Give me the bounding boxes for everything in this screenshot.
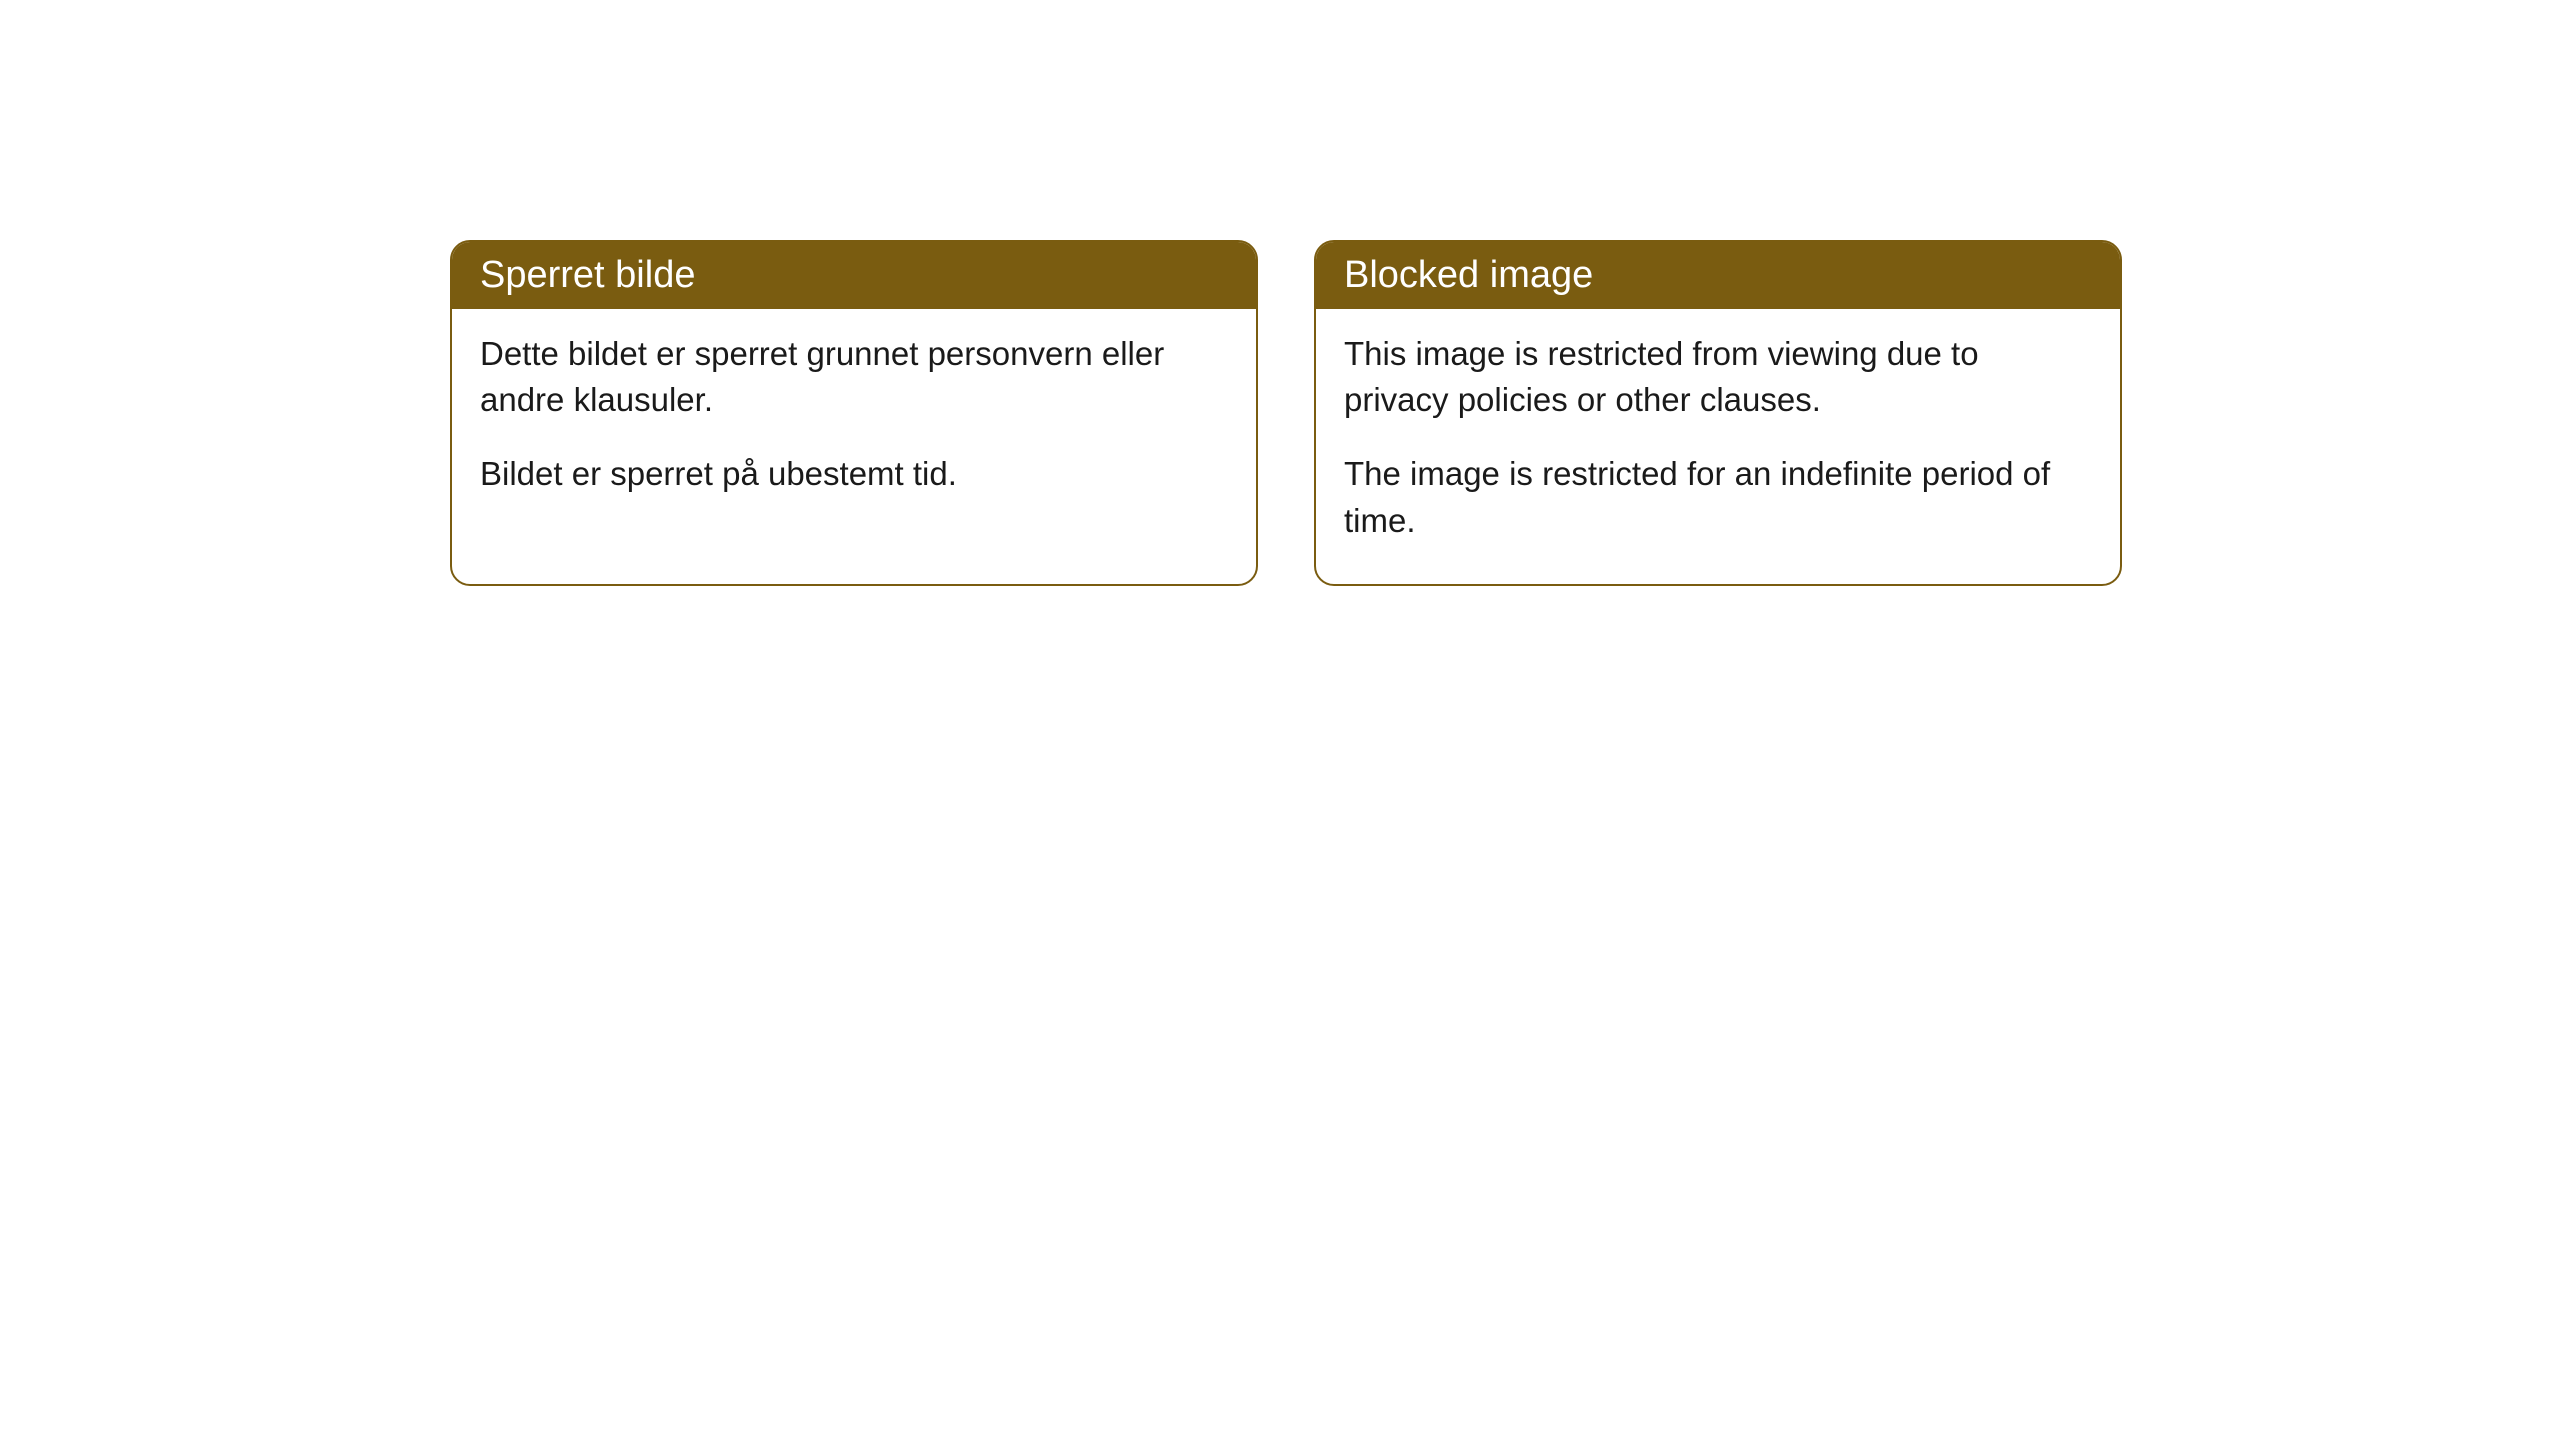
card-text-1: Dette bildet er sperret grunnet personve… xyxy=(480,331,1228,423)
card-body-norwegian: Dette bildet er sperret grunnet personve… xyxy=(452,309,1256,538)
card-text-1: This image is restricted from viewing du… xyxy=(1344,331,2092,423)
blocked-image-card-english: Blocked image This image is restricted f… xyxy=(1314,240,2122,586)
card-title: Blocked image xyxy=(1344,254,1593,296)
blocked-image-card-norwegian: Sperret bilde Dette bildet er sperret gr… xyxy=(450,240,1258,586)
card-header-english: Blocked image xyxy=(1316,242,2120,309)
card-text-2: Bildet er sperret på ubestemt tid. xyxy=(480,451,1228,497)
notification-cards-container: Sperret bilde Dette bildet er sperret gr… xyxy=(450,240,2122,586)
card-body-english: This image is restricted from viewing du… xyxy=(1316,309,2120,584)
card-header-norwegian: Sperret bilde xyxy=(452,242,1256,309)
card-text-2: The image is restricted for an indefinit… xyxy=(1344,451,2092,543)
card-title: Sperret bilde xyxy=(480,254,695,296)
